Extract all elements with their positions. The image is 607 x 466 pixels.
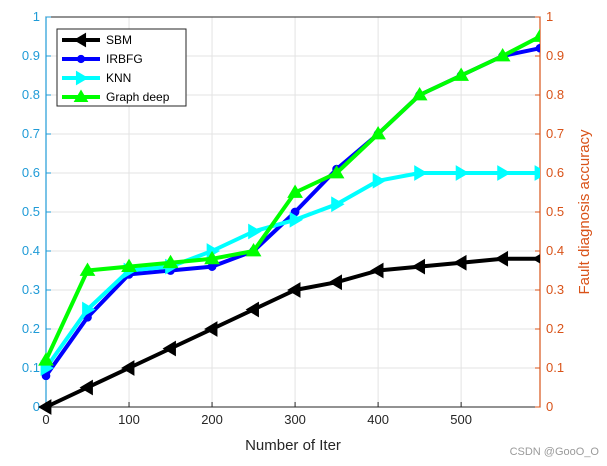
data-point xyxy=(328,165,345,179)
legend-swatch-marker xyxy=(73,32,87,48)
legend-entry-irbfg: IRBFG xyxy=(62,52,143,66)
x-tick-label: 100 xyxy=(118,412,140,427)
x-tick-label: 400 xyxy=(367,412,389,427)
right-y-tick-label: 0.6 xyxy=(546,165,564,180)
data-point xyxy=(245,301,259,318)
right-y-tick-label: 0.2 xyxy=(546,321,564,336)
data-point xyxy=(411,87,428,101)
right-y-tick-label: 0.9 xyxy=(546,48,564,63)
watermark-text: CSDN @GooO_O xyxy=(509,446,599,458)
data-point xyxy=(121,258,137,272)
legend-swatch-marker xyxy=(73,89,89,103)
data-point xyxy=(535,43,540,53)
data-point xyxy=(162,254,179,269)
data-point xyxy=(411,258,426,275)
x-tick-label: 500 xyxy=(450,412,472,427)
data-point xyxy=(287,282,301,298)
series-sbm xyxy=(38,250,540,415)
left-y-tick-label: 0.2 xyxy=(22,321,40,336)
legend: SBM IRBFG KNN Graph deep xyxy=(56,28,187,107)
left-y-tick-label: 0.3 xyxy=(22,282,40,297)
data-point xyxy=(204,250,220,265)
data-point xyxy=(328,274,342,291)
right-y-tick-label: 1 xyxy=(546,9,553,24)
right-y-tick-label: 0.7 xyxy=(546,126,564,141)
legend-entry-graph-deep: Graph deep xyxy=(62,89,170,104)
data-point xyxy=(455,165,470,181)
data-point xyxy=(38,352,54,366)
left-y-tick-label: 0.9 xyxy=(22,48,40,63)
data-point xyxy=(370,262,384,279)
legend-entry-sbm: SBM xyxy=(62,32,132,48)
data-point xyxy=(494,48,511,62)
data-point xyxy=(79,262,96,276)
left-y-tick-label: 0.6 xyxy=(22,165,40,180)
data-point xyxy=(287,184,303,198)
data-point xyxy=(245,243,262,257)
data-point xyxy=(162,340,176,357)
x-tick-label: 200 xyxy=(201,412,223,427)
data-point xyxy=(497,165,511,181)
data-point xyxy=(331,196,345,213)
legend-entry-knn: KNN xyxy=(62,70,131,86)
data-point xyxy=(82,301,96,318)
legend-label: IRBFG xyxy=(106,52,143,66)
left-y-tick-label: 0.1 xyxy=(22,360,40,375)
right-y-tick-label: 0 xyxy=(546,399,553,414)
right-y-tick-label: 0.3 xyxy=(546,282,564,297)
left-y-tick-label: 0.5 xyxy=(22,204,40,219)
left-y-tick-label: 0.8 xyxy=(22,87,40,102)
legend-swatch-marker xyxy=(76,54,86,64)
data-point xyxy=(532,254,540,264)
right-y-tick-label: 0.5 xyxy=(546,204,564,219)
series-graph-deep xyxy=(38,28,540,366)
data-point xyxy=(532,28,540,42)
right-y-tick-label: 0.1 xyxy=(546,360,564,375)
data-point xyxy=(372,172,387,189)
legend-label: KNN xyxy=(106,71,131,85)
data-point xyxy=(494,250,509,267)
x-tick-label: 0 xyxy=(42,412,49,427)
legend-label: Graph deep xyxy=(106,90,170,104)
data-point xyxy=(370,126,386,140)
right-y-axis-title: Fault diagnosis accuracy xyxy=(576,129,593,295)
x-axis-title: Number of Iter xyxy=(245,437,341,454)
data-point xyxy=(248,223,262,240)
left-y-tick-label: 0.7 xyxy=(22,126,40,141)
left-y-tick-label: 0 xyxy=(33,399,40,414)
data-point xyxy=(204,321,218,337)
legend-swatch-marker xyxy=(75,70,89,86)
data-point xyxy=(38,399,52,415)
data-point xyxy=(79,379,93,396)
data-point xyxy=(414,165,428,181)
data-point xyxy=(121,360,135,376)
x-tick-label: 300 xyxy=(284,412,306,427)
left-y-tick-label: 0.4 xyxy=(22,243,40,258)
data-point xyxy=(453,67,470,81)
right-y-tick-label: 0.8 xyxy=(546,87,564,102)
data-point xyxy=(534,165,540,181)
left-y-tick-label: 1 xyxy=(33,9,40,24)
right-y-tick-label: 0.4 xyxy=(546,243,564,258)
legend-label: SBM xyxy=(106,33,132,47)
data-series xyxy=(38,28,540,415)
data-point xyxy=(453,254,467,271)
data-point xyxy=(289,211,304,228)
series-line xyxy=(44,171,540,370)
